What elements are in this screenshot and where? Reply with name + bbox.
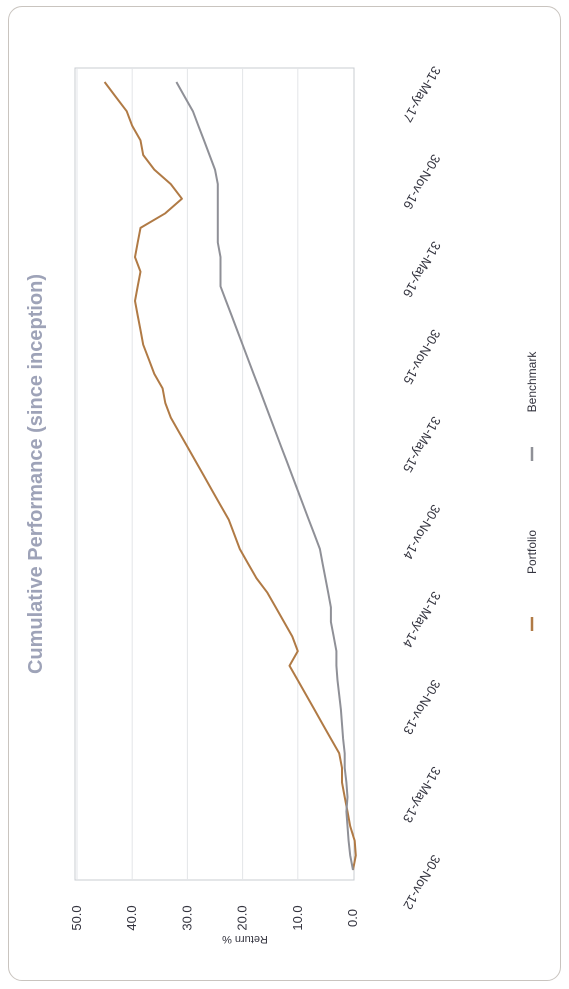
x-tick-label: 31-May-17 [400, 64, 444, 125]
x-tick-label: 30-Nov-13 [400, 677, 443, 737]
y-axis-ticks: 0.0 10.0 20.0 30.0 40.0 50.0 [69, 905, 360, 930]
x-tick-label: 30-Nov-16 [400, 152, 443, 212]
x-tick-label: 31-May-13 [400, 764, 444, 825]
series-line-benchmark [175, 81, 354, 871]
y-tick-label: 30.0 [179, 905, 194, 930]
series-line-portfolio [103, 81, 357, 871]
chart-title: Cumulative Performance (since inception) [25, 274, 47, 674]
series-lines [103, 81, 357, 871]
y-tick-label: 20.0 [235, 905, 250, 930]
x-tick-label: 30-Nov-15 [400, 327, 443, 387]
x-tick-label: 31-May-14 [400, 589, 444, 650]
legend-benchmark-label: Benchmark [525, 351, 539, 413]
x-tick-label: 31-May-15 [400, 414, 444, 475]
y-tick-label: 40.0 [124, 905, 139, 930]
y-tick-label: 0.0 [345, 909, 360, 927]
x-tick-label: 30-Nov-12 [400, 852, 443, 912]
y-axis-title: Return % [222, 933, 268, 945]
gridlines [76, 68, 299, 880]
legend: Portfolio Benchmark [525, 351, 539, 631]
x-tick-label: 31-May-16 [400, 239, 444, 300]
x-axis-ticks: 30-Nov-12 31-May-13 30-Nov-13 31-May-14 30-N… [400, 64, 444, 913]
legend-portfolio-label: Portfolio [525, 530, 539, 574]
plot-area [74, 67, 355, 881]
x-tick-label: 30-Nov-14 [400, 502, 443, 562]
y-tick-label: 50.0 [69, 905, 84, 930]
y-tick-label: 10.0 [290, 905, 305, 930]
